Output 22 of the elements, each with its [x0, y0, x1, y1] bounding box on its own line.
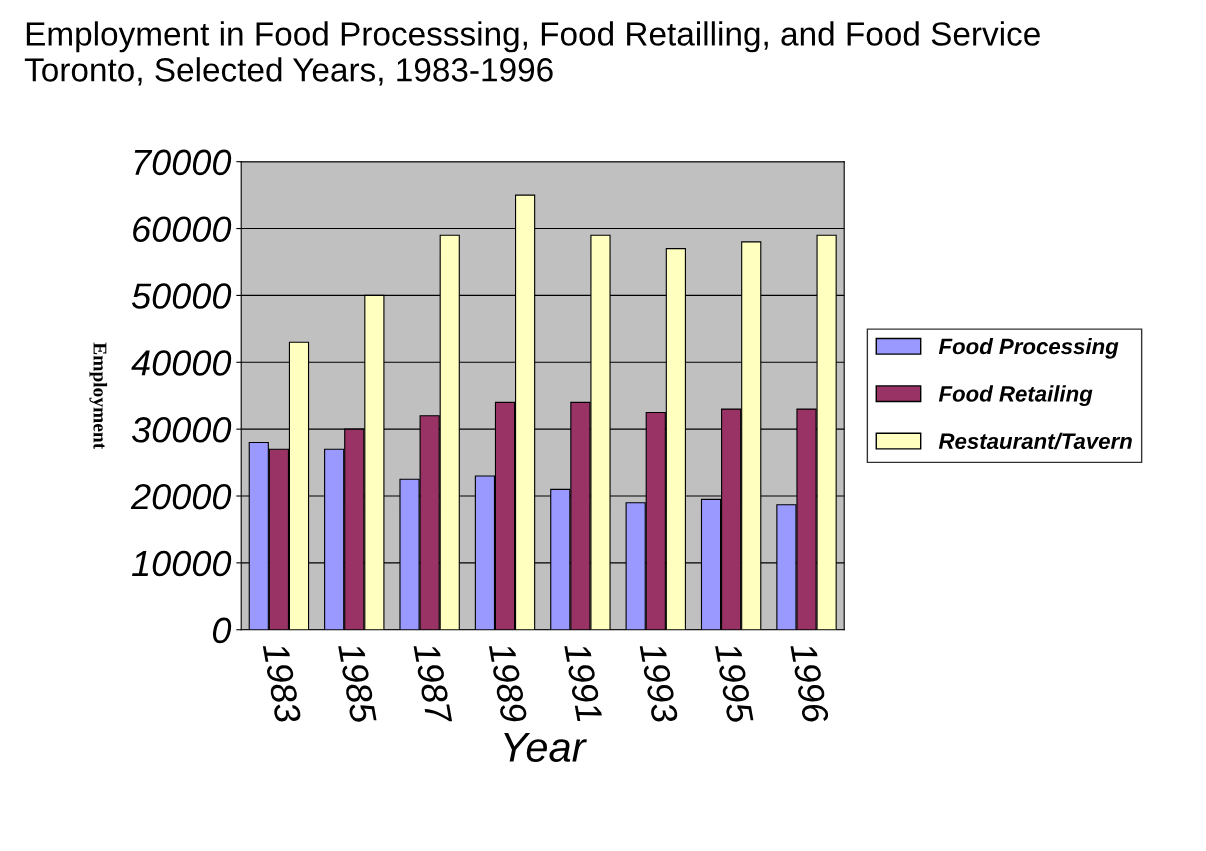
x-tick-label: 1995 [714, 641, 754, 725]
x-tick-label: 1983 [262, 641, 302, 725]
y-tick-label: 10000 [132, 550, 232, 577]
x-tick-label: 1991 [564, 641, 603, 722]
y-tick-label: 0 [212, 617, 232, 644]
x-tick-label: 1985 [337, 641, 377, 725]
y-tick-label: 20000 [130, 483, 232, 510]
legend-label: Food Processing [938, 337, 1119, 359]
legend-label: Restaurant/Tavern [938, 432, 1132, 450]
y-tick-label: 30000 [131, 417, 232, 443]
y-axis-title: Employment [89, 342, 108, 450]
y-tick-label: 40000 [131, 350, 232, 376]
legend-label: Food Retailing [938, 385, 1093, 407]
chart-title: Employment in Food Processsing, Food Retailling, and Food Service Toronto, Selected Years, 1983-1996 [24, 21, 1040, 86]
x-tick-label: 1993 [639, 641, 679, 725]
x-axis-title: Year [504, 732, 587, 762]
y-tick-label: 70000 [134, 149, 232, 176]
y-tick-label: 50000 [131, 283, 232, 309]
y-tick-label: 60000 [133, 216, 232, 242]
x-tick-label: 1996 [790, 641, 830, 725]
x-tick-label: 1989 [488, 641, 528, 724]
x-tick-label: 1987 [413, 641, 453, 726]
